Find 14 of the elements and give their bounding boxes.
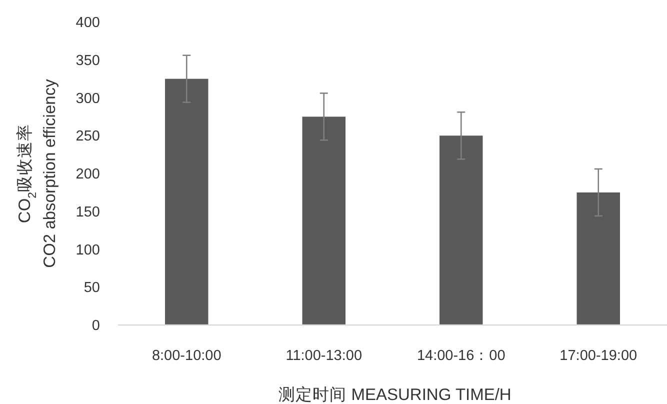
x-tick-label: 11:00-13:00 xyxy=(286,348,362,364)
y-tick-label: 350 xyxy=(76,52,100,69)
y-tick-label: 250 xyxy=(76,128,100,145)
y-tick-label: 100 xyxy=(76,242,100,258)
y-tick-label: 200 xyxy=(76,166,100,182)
x-axis-title: 测定时间 MEASURING TIME/H xyxy=(278,385,512,404)
x-tick-label: 8:00-10:00 xyxy=(152,348,222,364)
y-tick-label: 400 xyxy=(76,15,100,31)
y-tick-label: 50 xyxy=(84,280,100,296)
x-tick-label: 17:00-19:00 xyxy=(560,348,638,364)
y-tick-label: 150 xyxy=(76,204,100,220)
x-tick-label: 14:00-16：00 xyxy=(416,348,506,364)
y-tick-label: 0 xyxy=(92,318,100,334)
y-tick-label: 300 xyxy=(76,90,100,107)
